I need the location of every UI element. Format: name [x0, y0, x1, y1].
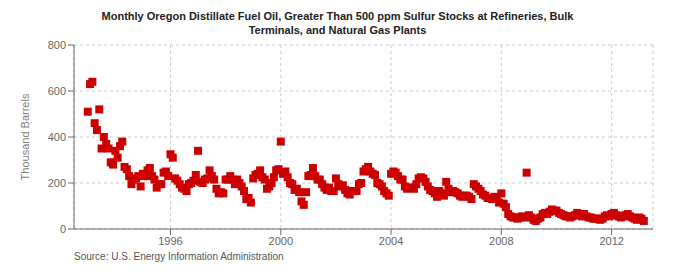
svg-text:600: 600 — [48, 85, 66, 97]
svg-text:2004: 2004 — [379, 235, 403, 247]
svg-text:Thousand Barrels: Thousand Barrels — [19, 93, 31, 180]
svg-text:200: 200 — [48, 177, 66, 189]
svg-text:0: 0 — [60, 223, 66, 235]
html-text:Source: U.S. Energy Informatio: Source: U.S. Energy Information Administ… — [74, 251, 284, 262]
html-text:Terminals, and Natural Gas Pla: Terminals, and Natural Gas Plants — [248, 24, 427, 36]
svg-text:800: 800 — [48, 39, 66, 51]
html-text:Monthly Oregon Distillate Fuel: Monthly Oregon Distillate Fuel Oil, Grea… — [101, 10, 574, 22]
svg-text:2012: 2012 — [599, 235, 623, 247]
svg-text:1996: 1996 — [158, 235, 182, 247]
svg-text:2008: 2008 — [489, 235, 513, 247]
svg-text:2000: 2000 — [269, 235, 293, 247]
svg-text:400: 400 — [48, 131, 66, 143]
